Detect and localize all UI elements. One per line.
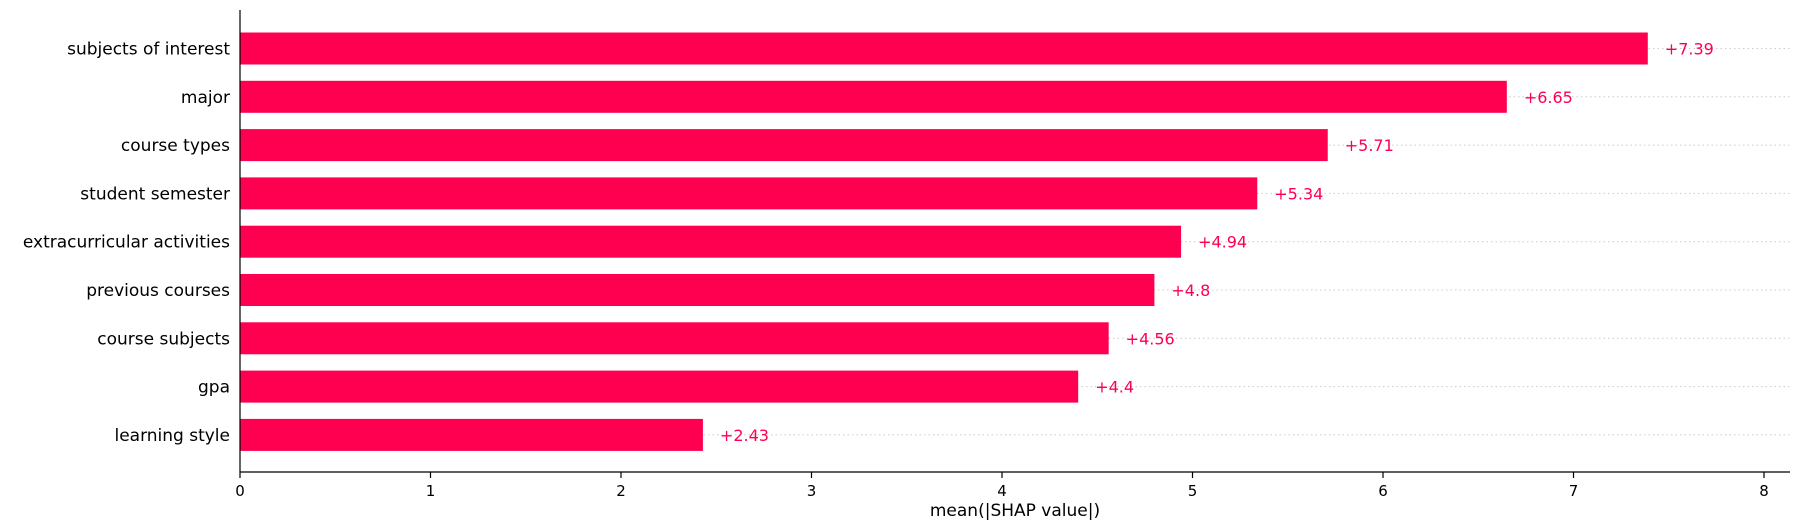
- value-label: +4.4: [1095, 378, 1134, 397]
- bar: [240, 322, 1109, 355]
- bar: [240, 129, 1328, 162]
- category-label: gpa: [198, 378, 230, 398]
- category-label: course subjects: [97, 329, 230, 349]
- category-label: previous courses: [86, 281, 230, 301]
- x-tick-label: 3: [807, 482, 817, 500]
- x-tick-label: 6: [1378, 482, 1388, 500]
- category-label: course types: [121, 136, 230, 156]
- bar: [240, 274, 1155, 306]
- bar: [240, 177, 1258, 210]
- value-label: +5.34: [1274, 184, 1323, 203]
- value-label: +2.43: [720, 426, 769, 445]
- x-tick-label: 7: [1569, 482, 1579, 500]
- value-label: +4.94: [1198, 233, 1247, 252]
- bar: [240, 32, 1648, 65]
- x-tick-label: 1: [426, 482, 436, 500]
- value-labels: +7.39 +6.65 +5.71 +5.34 +4.94 +4.8 +4.56 +4.4 +2…: [720, 40, 1714, 445]
- x-tick-label: 2: [616, 482, 626, 500]
- value-label: +4.8: [1171, 281, 1210, 300]
- bar: [240, 80, 1507, 113]
- value-label: +4.56: [1126, 329, 1175, 348]
- x-tick-label: 4: [997, 482, 1007, 500]
- x-tick-label: 5: [1188, 482, 1198, 500]
- x-ticks: 0 1 2 3 4 5 6 7 8: [235, 472, 1769, 500]
- value-label: +6.65: [1524, 88, 1573, 107]
- category-label: student semester: [80, 184, 230, 204]
- bars: [240, 32, 1648, 451]
- x-tick-label: 8: [1759, 482, 1769, 500]
- value-label: +7.39: [1665, 40, 1714, 59]
- bar: [240, 370, 1079, 403]
- category-label: extracurricular activities: [23, 233, 230, 253]
- bar: [240, 418, 703, 451]
- category-label: subjects of interest: [67, 40, 230, 60]
- category-label: learning style: [114, 426, 230, 446]
- category-label: major: [181, 88, 230, 108]
- x-axis-title: mean(|SHAP value|): [930, 501, 1100, 521]
- value-label: +5.71: [1345, 136, 1394, 155]
- bar: [240, 225, 1182, 258]
- category-labels: subjects of interest major course types stu…: [23, 40, 230, 446]
- x-tick-label: 0: [235, 482, 245, 500]
